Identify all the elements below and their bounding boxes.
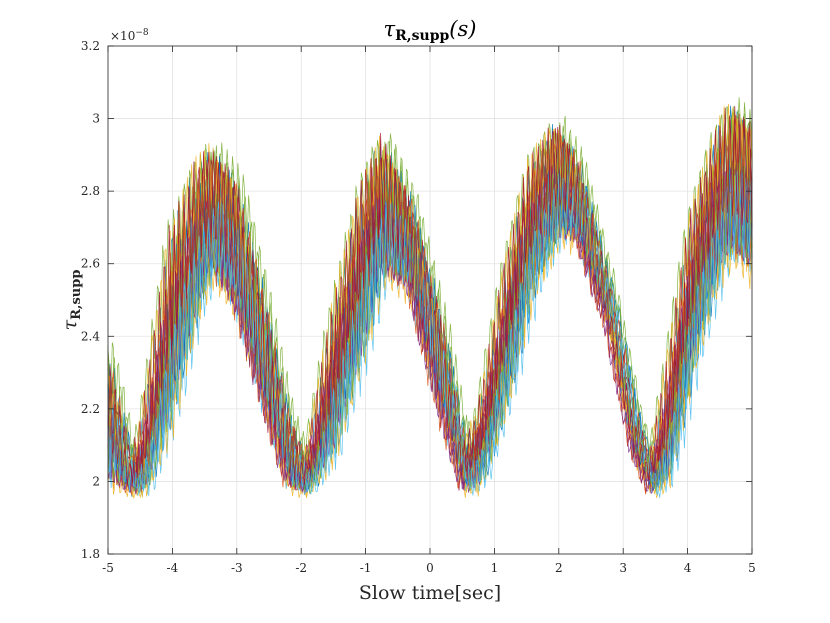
y-tick-label: 2.4 bbox=[81, 329, 100, 343]
y-tick-label: 2.2 bbox=[81, 402, 100, 416]
y-exponent-label: ×10−8 bbox=[110, 28, 149, 43]
x-tick-label: 0 bbox=[426, 561, 434, 575]
y-tick-label: 2 bbox=[92, 474, 100, 488]
x-axis-label: Slow time[sec] bbox=[359, 582, 501, 604]
series-line bbox=[107, 106, 753, 486]
x-tick-label: 2 bbox=[555, 561, 563, 575]
x-tick-label: 4 bbox=[684, 561, 692, 575]
x-tick-label: -1 bbox=[360, 561, 372, 575]
y-tick-label: 1.8 bbox=[81, 547, 100, 561]
chart-title: τR,supp(s) bbox=[384, 17, 477, 44]
y-tick-label: 2.8 bbox=[81, 184, 100, 198]
x-tick-label: -4 bbox=[167, 561, 179, 575]
series-line bbox=[107, 103, 753, 478]
x-tick-label: -3 bbox=[231, 561, 243, 575]
y-axis-label: τR,supp bbox=[59, 270, 84, 331]
series-line bbox=[107, 170, 753, 496]
series-line bbox=[107, 97, 753, 474]
data-series-group bbox=[107, 97, 753, 500]
x-tick-label: 5 bbox=[748, 561, 756, 575]
y-tick-label: 2.6 bbox=[81, 257, 100, 271]
x-tick-label: -5 bbox=[102, 561, 114, 575]
x-tick-label: -2 bbox=[295, 561, 307, 575]
axis-ticks: -5 -4 -3 -2 -1 0 1 2 3 4 5 1.8 2 2.2 2.4 2.6 2.8 3 3.2 bbox=[81, 39, 756, 575]
x-tick-label: 1 bbox=[491, 561, 499, 575]
y-tick-label: 3.2 bbox=[81, 39, 100, 53]
x-tick-label: 3 bbox=[619, 561, 627, 575]
y-tick-label: 3 bbox=[92, 112, 100, 126]
